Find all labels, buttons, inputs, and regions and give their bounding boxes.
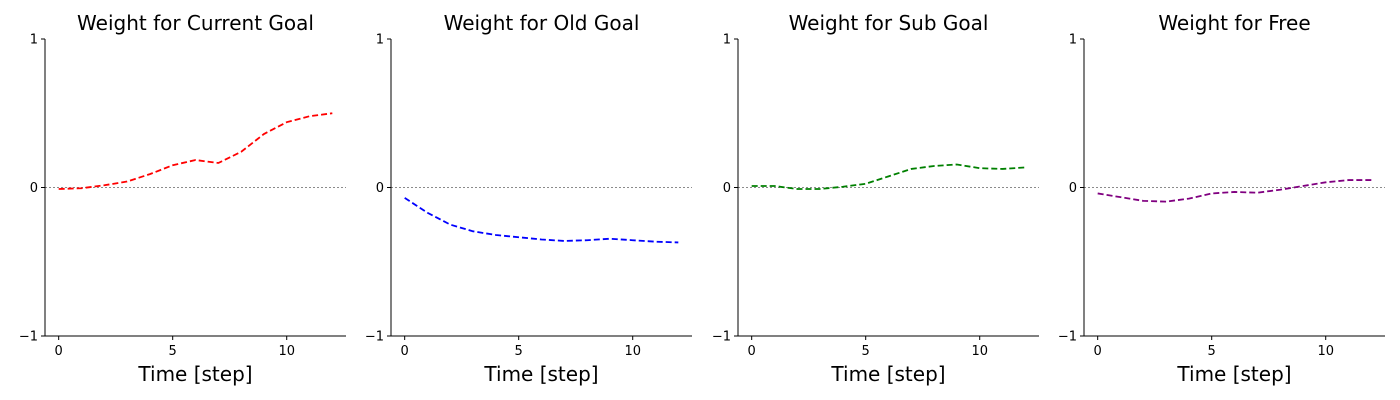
y-tick-label: −1 [712, 330, 731, 345]
x-tick-label: 5 [1208, 344, 1216, 359]
series-line [1097, 179, 1372, 203]
y-tick-label: −1 [365, 330, 384, 345]
x-tick-label: 0 [1094, 344, 1102, 359]
x-tick-label: 10 [971, 344, 988, 359]
x-tick-label: 0 [401, 344, 409, 359]
chart-title: Weight for Old Goal [444, 11, 640, 35]
y-tick-label: −1 [1058, 330, 1077, 345]
y-tick-label: 1 [30, 33, 38, 48]
x-tick-label: 5 [862, 344, 870, 359]
y-tick-label: 1 [376, 33, 384, 48]
x-tick-label: 10 [624, 344, 641, 359]
y-tick-label: 0 [30, 181, 38, 196]
chart-title: Weight for Free [1158, 11, 1310, 35]
x-tick-label: 5 [169, 344, 177, 359]
x-tick-label: 0 [55, 344, 63, 359]
x-axis-label: Time [step] [1176, 362, 1291, 386]
chart-title: Weight for Sub Goal [789, 11, 989, 35]
x-axis-label: Time [step] [137, 362, 252, 386]
series-line [404, 197, 679, 244]
y-tick-label: 0 [376, 181, 384, 196]
x-tick-label: 10 [278, 344, 295, 359]
y-tick-label: 1 [723, 33, 731, 48]
y-tick-label: 0 [1069, 181, 1077, 196]
series-line [751, 163, 1026, 190]
y-tick-label: 1 [1069, 33, 1077, 48]
x-axis-label: Time [step] [830, 362, 945, 386]
x-axis-label: Time [step] [483, 362, 598, 386]
series-line [58, 112, 333, 190]
y-tick-label: 0 [723, 181, 731, 196]
y-tick-label: −1 [19, 330, 38, 345]
x-tick-label: 10 [1317, 344, 1334, 359]
x-tick-label: 0 [748, 344, 756, 359]
chart-title: Weight for Current Goal [77, 11, 314, 35]
x-tick-label: 5 [515, 344, 523, 359]
